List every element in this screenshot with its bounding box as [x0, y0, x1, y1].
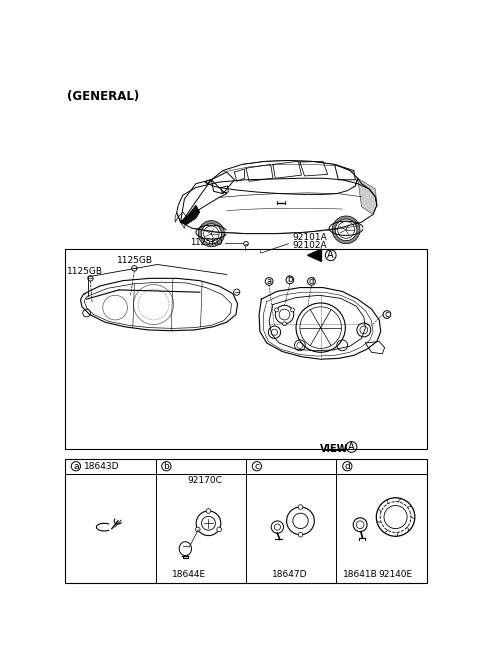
- Polygon shape: [358, 178, 377, 214]
- Text: 92101A: 92101A: [292, 233, 327, 242]
- Text: 18647D: 18647D: [272, 570, 308, 579]
- Wedge shape: [198, 220, 225, 247]
- Text: A: A: [348, 442, 355, 452]
- Polygon shape: [308, 249, 322, 262]
- Text: VIEW: VIEW: [320, 444, 349, 454]
- Text: d: d: [309, 277, 314, 286]
- Wedge shape: [332, 216, 360, 244]
- Text: A: A: [327, 250, 334, 260]
- Text: d: d: [345, 461, 350, 471]
- Bar: [65, 249, 427, 450]
- Text: c: c: [384, 310, 389, 319]
- Text: a: a: [73, 461, 79, 471]
- Text: 1125KO: 1125KO: [190, 238, 223, 248]
- Circle shape: [290, 308, 294, 312]
- Circle shape: [275, 308, 278, 312]
- Bar: [65, 459, 427, 583]
- Text: c: c: [254, 461, 259, 471]
- Text: 1125GB: 1125GB: [117, 256, 153, 265]
- Text: a: a: [266, 277, 272, 286]
- Circle shape: [206, 509, 211, 513]
- Circle shape: [217, 527, 221, 532]
- Circle shape: [298, 505, 303, 509]
- Circle shape: [283, 322, 287, 326]
- Text: 18644E: 18644E: [172, 570, 206, 579]
- Text: (GENERAL): (GENERAL): [67, 90, 140, 104]
- Text: 18641B: 18641B: [343, 570, 378, 579]
- Text: 92170C: 92170C: [187, 476, 222, 485]
- Text: 92102A: 92102A: [292, 240, 327, 250]
- Text: 1125GB: 1125GB: [67, 267, 103, 276]
- Circle shape: [195, 527, 200, 532]
- Text: 92140E: 92140E: [379, 570, 413, 579]
- Text: 18643D: 18643D: [84, 461, 119, 471]
- Text: b: b: [164, 461, 169, 471]
- Text: b: b: [287, 276, 293, 284]
- Polygon shape: [180, 205, 200, 224]
- Circle shape: [298, 533, 303, 537]
